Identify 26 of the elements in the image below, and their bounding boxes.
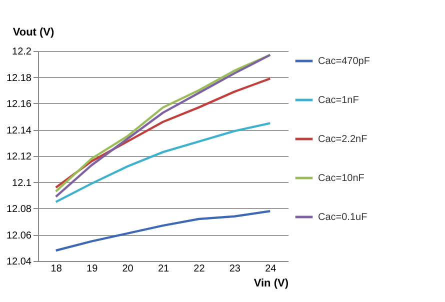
- x-tick-label: 19: [86, 264, 98, 274]
- y-tick-label: 12.04: [6, 256, 32, 268]
- x-tick-label: 22: [194, 264, 206, 274]
- legend-label: Cac=2.2nF: [318, 134, 368, 145]
- x-tick-label: 20: [122, 264, 134, 274]
- line-series: [54, 122, 272, 204]
- line-series: [54, 210, 272, 252]
- line-series: [54, 77, 272, 189]
- legend-label: Cac=470pF: [318, 56, 370, 67]
- y-tick-label: 12.2: [12, 46, 32, 58]
- x-tick-label: 24: [265, 264, 277, 274]
- y-tick-label: 12.16: [6, 99, 32, 110]
- x-tick-label: 18: [50, 264, 62, 274]
- x-tick-label: 23: [229, 264, 241, 274]
- y-tick-label: 12.12: [6, 152, 32, 162]
- y-tick-label: 12.08: [6, 204, 32, 215]
- y-axis-title: Vout (V): [12, 26, 55, 38]
- y-tick-label: 12.18: [6, 72, 32, 84]
- y-tick-label: 12.06: [6, 230, 32, 242]
- x-tick-label: 21: [158, 264, 170, 274]
- legend-label: Cac=1nF: [318, 95, 359, 106]
- legend-label: Cac=10nF: [318, 173, 364, 184]
- legend-label: Cac=0.1uF: [318, 212, 368, 223]
- x-axis-title: Vin (V): [254, 278, 289, 290]
- y-tick-label: 12.14: [6, 125, 32, 136]
- y-tick-label: 12.1: [12, 178, 32, 189]
